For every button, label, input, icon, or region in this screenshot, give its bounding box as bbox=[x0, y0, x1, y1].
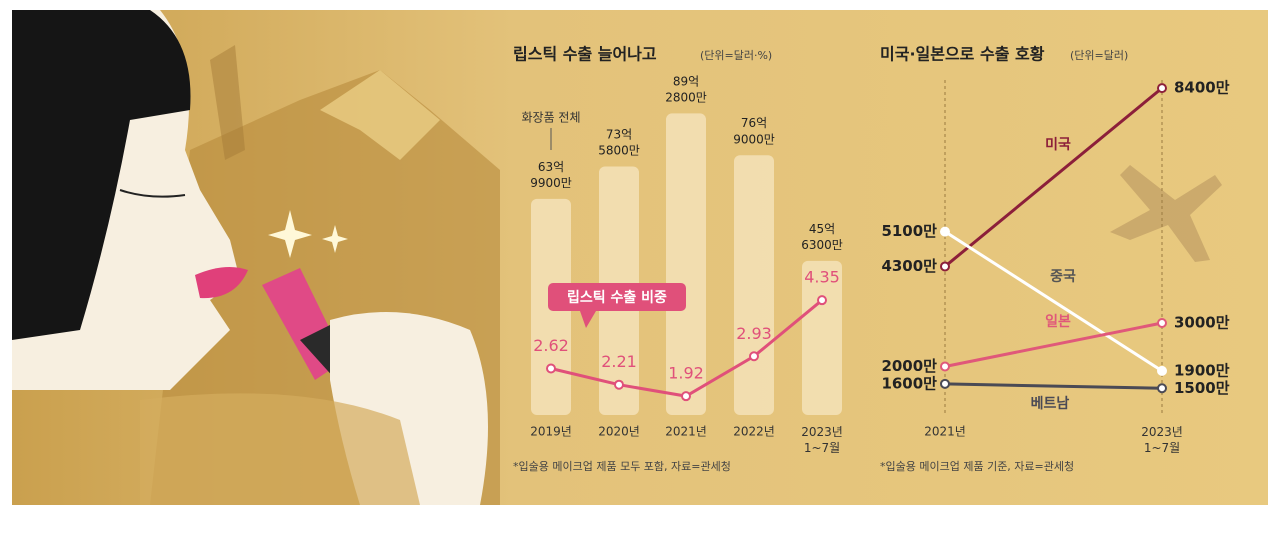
data-label: 5100만 bbox=[881, 222, 937, 240]
point bbox=[1157, 318, 1167, 328]
point bbox=[940, 261, 950, 272]
data-label: 2.62 bbox=[533, 336, 569, 355]
point bbox=[1157, 83, 1167, 94]
data-label: 89억 2800만 bbox=[665, 74, 707, 104]
data-label: 4300만 bbox=[881, 257, 937, 275]
x-tick-label: 2022년 bbox=[733, 425, 775, 439]
point bbox=[546, 363, 556, 374]
data-label: 2.21 bbox=[601, 352, 637, 371]
bar bbox=[666, 113, 706, 415]
subtitle: (단위=달러) bbox=[1070, 49, 1128, 62]
data-label: 1900만 bbox=[1174, 361, 1230, 379]
title: 립스틱 수출 늘어나고 bbox=[513, 45, 657, 64]
point bbox=[940, 361, 950, 372]
bar bbox=[802, 260, 842, 415]
data-label: 2000만 bbox=[881, 357, 937, 375]
series-label: 미국 bbox=[1045, 137, 1071, 153]
annotation: 화장품 전체 bbox=[521, 111, 580, 125]
point bbox=[749, 351, 759, 362]
data-label: 1.92 bbox=[668, 364, 704, 383]
data-label: 76억 9000만 bbox=[733, 116, 775, 146]
footnote: *입술용 메이크업 제품 모두 포함, 자료=관세청 bbox=[513, 460, 731, 473]
x-tick-label: 2023년 1~7월 bbox=[1141, 425, 1183, 455]
series-label: 중국 bbox=[1050, 269, 1076, 285]
line bbox=[944, 230, 1163, 373]
data-label: 1600만 bbox=[881, 374, 937, 392]
data-label: 73억 5800만 bbox=[598, 127, 640, 157]
data-label: 4.35 bbox=[804, 268, 840, 287]
data-label: 8400만 bbox=[1174, 79, 1230, 97]
point bbox=[681, 391, 691, 402]
bar bbox=[734, 155, 774, 415]
x-tick-label: 2020년 bbox=[598, 425, 640, 439]
x-tick-label: 2023년 1~7월 bbox=[801, 425, 843, 455]
series-label: 베트남 bbox=[1031, 395, 1070, 412]
data-label: 1500만 bbox=[1174, 379, 1230, 397]
subtitle: (단위=달러·%) bbox=[700, 49, 772, 62]
legend-label: 립스틱 수출 비중 bbox=[567, 289, 667, 306]
illustration bbox=[12, 10, 1222, 505]
series-label: 일본 bbox=[1045, 314, 1071, 330]
title: 미국·일본으로 수출 호황 bbox=[880, 45, 1045, 64]
x-tick-label: 2021년 bbox=[665, 425, 707, 439]
line bbox=[944, 86, 1163, 268]
x-tick-label: 2019년 bbox=[530, 425, 572, 439]
line bbox=[944, 321, 1163, 368]
point bbox=[614, 379, 624, 390]
line bbox=[944, 382, 1163, 390]
data-label: 45억 6300만 bbox=[801, 221, 843, 251]
point bbox=[817, 295, 827, 306]
legend-pointer bbox=[580, 311, 596, 328]
legend-badge bbox=[548, 283, 686, 311]
point bbox=[940, 378, 950, 389]
x-tick-label: 2021년 bbox=[924, 425, 966, 439]
point bbox=[1157, 365, 1167, 376]
footnote: *입술용 메이크업 제품 기준, 자료=관세청 bbox=[880, 460, 1074, 473]
data-label: 2.93 bbox=[736, 324, 772, 343]
data-label: 63억 9900만 bbox=[530, 159, 572, 189]
point bbox=[1157, 383, 1167, 394]
data-label: 3000만 bbox=[1174, 314, 1230, 332]
point bbox=[940, 226, 950, 237]
